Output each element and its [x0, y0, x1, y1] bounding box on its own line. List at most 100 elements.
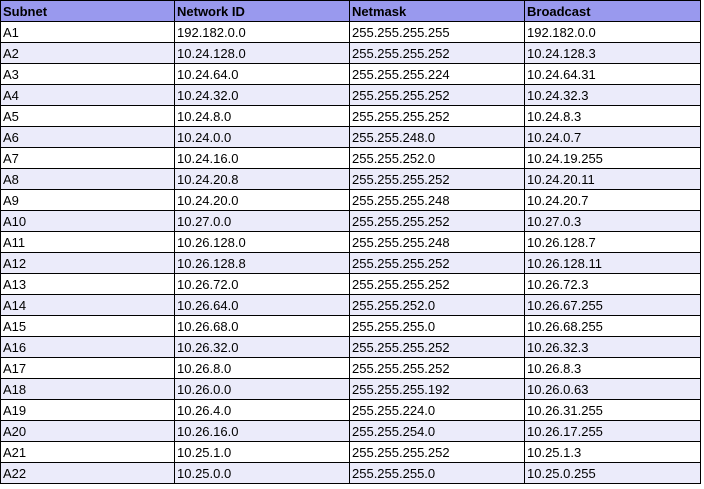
- cell-broadcast: 10.24.64.31: [524, 63, 701, 85]
- cell-broadcast: 10.26.128.11: [524, 252, 701, 274]
- cell-broadcast: 10.24.128.3: [524, 42, 701, 64]
- cell-netmask: 255.255.255.0: [349, 462, 525, 484]
- cell-netmask: 255.255.255.252: [349, 105, 525, 127]
- cell-broadcast: 10.26.17.255: [524, 420, 701, 442]
- cell-netmask: 255.255.254.0: [349, 420, 525, 442]
- cell-netmask: 255.255.255.248: [349, 231, 525, 253]
- cell-netmask: 255.255.255.252: [349, 273, 525, 295]
- cell-netmask: 255.255.255.255: [349, 21, 525, 43]
- cell-network-id: 10.27.0.0: [174, 210, 350, 232]
- cell-network-id: 10.26.0.0: [174, 378, 350, 400]
- cell-subnet: A13: [0, 273, 175, 295]
- cell-subnet: A1: [0, 21, 175, 43]
- cell-subnet: A21: [0, 441, 175, 463]
- table-row: A2 10.24.128.0 255.255.255.252 10.24.128.3: [0, 42, 701, 64]
- cell-subnet: A14: [0, 294, 175, 316]
- cell-broadcast: 10.24.32.3: [524, 84, 701, 106]
- cell-netmask: 255.255.252.0: [349, 294, 525, 316]
- cell-network-id: 10.26.16.0: [174, 420, 350, 442]
- cell-subnet: A2: [0, 42, 175, 64]
- cell-broadcast: 10.26.31.255: [524, 399, 701, 421]
- cell-network-id: 192.182.0.0: [174, 21, 350, 43]
- cell-subnet: A18: [0, 378, 175, 400]
- cell-broadcast: 10.24.19.255: [524, 147, 701, 169]
- table-row: A16 10.26.32.0 255.255.255.252 10.26.32.3: [0, 336, 701, 358]
- cell-netmask: 255.255.255.252: [349, 84, 525, 106]
- cell-network-id: 10.24.20.8: [174, 168, 350, 190]
- cell-subnet: A5: [0, 105, 175, 127]
- table-row: A15 10.26.68.0 255.255.255.0 10.26.68.255: [0, 315, 701, 337]
- table-row: A8 10.24.20.8 255.255.255.252 10.24.20.11: [0, 168, 701, 190]
- cell-broadcast: 10.25.1.3: [524, 441, 701, 463]
- column-header-network-id: Network ID: [174, 0, 350, 22]
- cell-netmask: 255.255.255.224: [349, 63, 525, 85]
- cell-network-id: 10.24.64.0: [174, 63, 350, 85]
- table-row: A5 10.24.8.0 255.255.255.252 10.24.8.3: [0, 105, 701, 127]
- cell-broadcast: 10.27.0.3: [524, 210, 701, 232]
- cell-network-id: 10.26.128.8: [174, 252, 350, 274]
- cell-broadcast: 10.26.8.3: [524, 357, 701, 379]
- cell-network-id: 10.26.32.0: [174, 336, 350, 358]
- table-row: A12 10.26.128.8 255.255.255.252 10.26.128.1…: [0, 252, 701, 274]
- cell-network-id: 10.24.0.0: [174, 126, 350, 148]
- cell-subnet: A7: [0, 147, 175, 169]
- cell-broadcast: 10.26.68.255: [524, 315, 701, 337]
- cell-subnet: A8: [0, 168, 175, 190]
- table-row: A10 10.27.0.0 255.255.255.252 10.27.0.3: [0, 210, 701, 232]
- table-row: A17 10.26.8.0 255.255.255.252 10.26.8.3: [0, 357, 701, 379]
- cell-network-id: 10.26.72.0: [174, 273, 350, 295]
- cell-broadcast: 10.24.20.7: [524, 189, 701, 211]
- cell-network-id: 10.26.128.0: [174, 231, 350, 253]
- cell-network-id: 10.24.20.0: [174, 189, 350, 211]
- table-row: A20 10.26.16.0 255.255.254.0 10.26.17.255: [0, 420, 701, 442]
- table-header: Subnet Network ID Netmask Broadcast: [0, 0, 701, 22]
- cell-netmask: 255.255.255.252: [349, 210, 525, 232]
- table-body: A1 192.182.0.0 255.255.255.255 192.182.0.0 A…: [0, 21, 701, 484]
- cell-subnet: A11: [0, 231, 175, 253]
- cell-netmask: 255.255.255.252: [349, 357, 525, 379]
- cell-network-id: 10.25.1.0: [174, 441, 350, 463]
- cell-netmask: 255.255.255.248: [349, 189, 525, 211]
- table-row: A9 10.24.20.0 255.255.255.248 10.24.20.7: [0, 189, 701, 211]
- cell-broadcast: 192.182.0.0: [524, 21, 701, 43]
- cell-network-id: 10.24.128.0: [174, 42, 350, 64]
- cell-netmask: 255.255.252.0: [349, 147, 525, 169]
- cell-netmask: 255.255.255.252: [349, 252, 525, 274]
- cell-netmask: 255.255.255.252: [349, 42, 525, 64]
- column-header-subnet: Subnet: [0, 0, 175, 22]
- table-row: A14 10.26.64.0 255.255.252.0 10.26.67.255: [0, 294, 701, 316]
- cell-netmask: 255.255.255.252: [349, 336, 525, 358]
- cell-subnet: A16: [0, 336, 175, 358]
- column-header-broadcast: Broadcast: [524, 0, 701, 22]
- table-row: A4 10.24.32.0 255.255.255.252 10.24.32.3: [0, 84, 701, 106]
- cell-network-id: 10.24.8.0: [174, 105, 350, 127]
- cell-netmask: 255.255.255.192: [349, 378, 525, 400]
- cell-subnet: A19: [0, 399, 175, 421]
- table-row: A6 10.24.0.0 255.255.248.0 10.24.0.7: [0, 126, 701, 148]
- cell-network-id: 10.26.4.0: [174, 399, 350, 421]
- table-row: A22 10.25.0.0 255.255.255.0 10.25.0.255: [0, 462, 701, 484]
- cell-subnet: A15: [0, 315, 175, 337]
- cell-netmask: 255.255.255.252: [349, 168, 525, 190]
- cell-subnet: A4: [0, 84, 175, 106]
- cell-netmask: 255.255.255.252: [349, 441, 525, 463]
- cell-subnet: A10: [0, 210, 175, 232]
- cell-broadcast: 10.25.0.255: [524, 462, 701, 484]
- cell-subnet: A20: [0, 420, 175, 442]
- column-header-netmask: Netmask: [349, 0, 525, 22]
- cell-network-id: 10.24.32.0: [174, 84, 350, 106]
- cell-network-id: 10.25.0.0: [174, 462, 350, 484]
- cell-netmask: 255.255.248.0: [349, 126, 525, 148]
- table-row: A19 10.26.4.0 255.255.224.0 10.26.31.255: [0, 399, 701, 421]
- cell-netmask: 255.255.255.0: [349, 315, 525, 337]
- table-row: A21 10.25.1.0 255.255.255.252 10.25.1.3: [0, 441, 701, 463]
- cell-broadcast: 10.24.0.7: [524, 126, 701, 148]
- table-row: A1 192.182.0.0 255.255.255.255 192.182.0.0: [0, 21, 701, 43]
- cell-broadcast: 10.26.72.3: [524, 273, 701, 295]
- cell-network-id: 10.26.8.0: [174, 357, 350, 379]
- table-row: A13 10.26.72.0 255.255.255.252 10.26.72.3: [0, 273, 701, 295]
- cell-network-id: 10.24.16.0: [174, 147, 350, 169]
- cell-network-id: 10.26.68.0: [174, 315, 350, 337]
- cell-subnet: A22: [0, 462, 175, 484]
- cell-broadcast: 10.26.67.255: [524, 294, 701, 316]
